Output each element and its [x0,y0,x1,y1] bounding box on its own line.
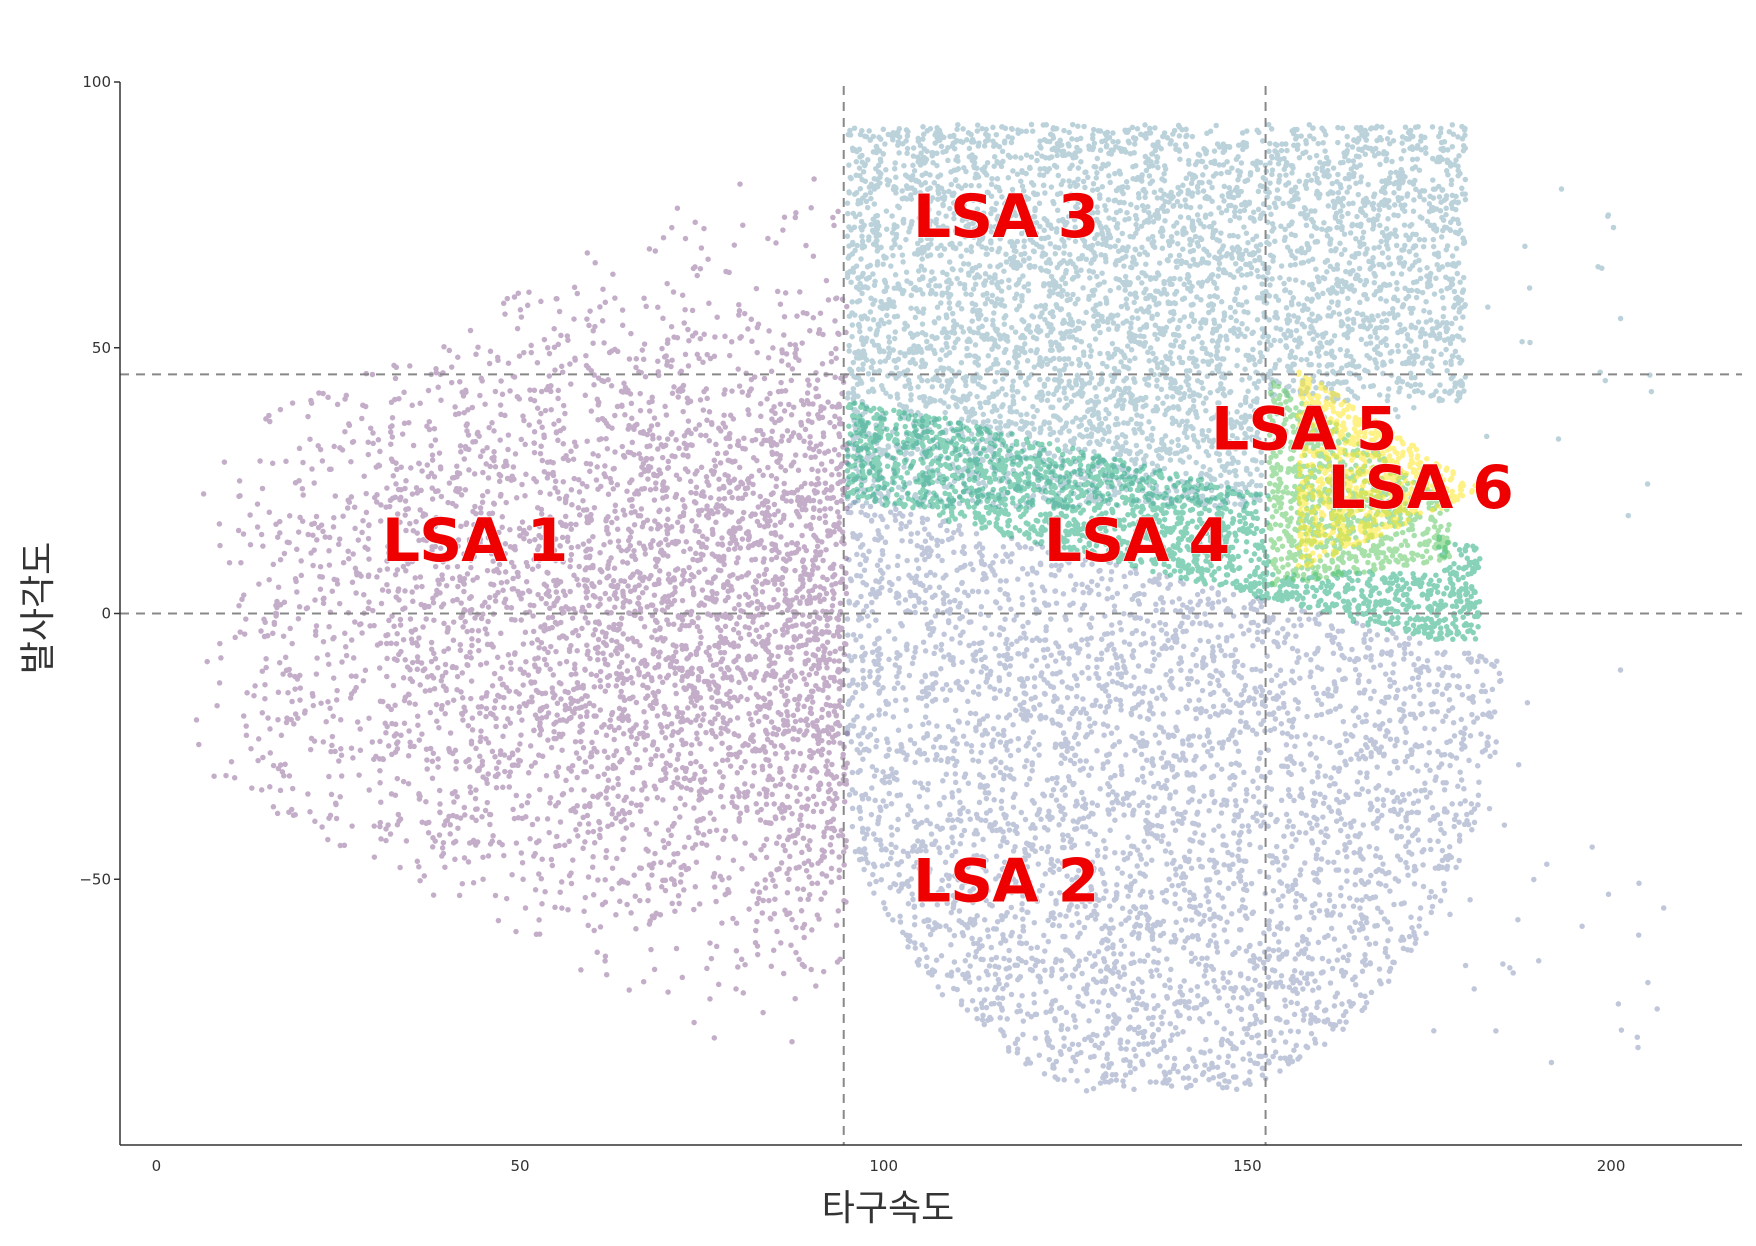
region-label-lsa-2: LSA 2 [913,846,1099,916]
region-label-lsa-1: LSA 1 [382,506,568,576]
x-tick-label: 50 [510,1157,529,1175]
y-axis-title: 발사각도 [18,542,59,674]
series-lsa-6-points [1295,369,1483,569]
x-tick-label: 100 [869,1157,898,1175]
region-label-lsa-4: LSA 4 [1044,506,1230,576]
reference-lines [120,86,1742,1145]
y-tick-label: 100 [82,73,111,91]
x-tick-label: 150 [1233,1157,1262,1175]
region-label-lsa-3: LSA 3 [913,182,1099,252]
x-tick-label: 200 [1597,1157,1626,1175]
series-lsa-1-points [193,176,850,1045]
series-lsa-4-points [844,400,1483,643]
region-label-lsa-5: LSA 5 [1211,394,1397,464]
y-tick-label: 50 [92,339,111,357]
region-label-lsa-6: LSA 6 [1327,453,1513,523]
x-axis-title: 타구속도 [822,1188,954,1229]
y-tick-label: −50 [79,870,111,888]
series-lsa-2-points [844,499,1667,1094]
tick-labels: 0 50 100 150 200 −50 0 50 100 [79,73,1625,1175]
data-points [193,121,1667,1094]
y-tick-label: 0 [101,605,111,623]
x-tick-label: 0 [152,1157,162,1175]
